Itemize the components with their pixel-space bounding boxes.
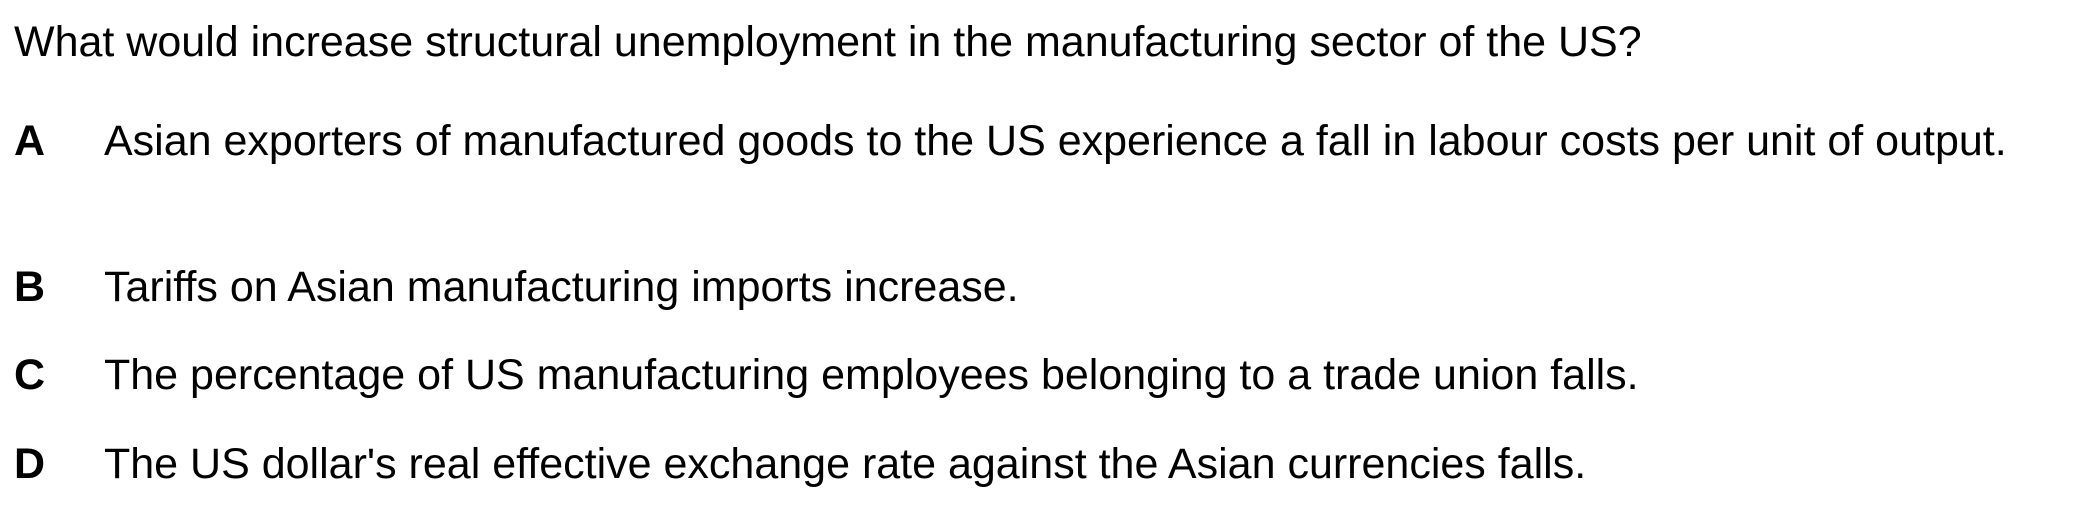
option-b: B Tariffs on Asian manufacturing imports… xyxy=(14,259,2084,315)
option-text: The percentage of US manufacturing emplo… xyxy=(104,351,1639,399)
option-text: The US dollar's real effective exchange … xyxy=(104,440,1587,488)
option-letter: B xyxy=(14,263,46,311)
option-letter: D xyxy=(14,440,46,488)
option-text: Tariffs on Asian manufacturing imports i… xyxy=(104,263,1019,311)
option-text: Asian exporters of manufactured goods to… xyxy=(104,117,2007,165)
option-a: A Asian exporters of manufactured goods … xyxy=(14,113,2084,169)
option-c: C The percentage of US manufacturing emp… xyxy=(14,347,2084,403)
option-d: D The US dollar's real effective exchang… xyxy=(14,436,2084,492)
option-letter: A xyxy=(14,117,46,165)
question-text: What would increase structural unemploym… xyxy=(14,18,1642,66)
option-letter: C xyxy=(14,351,46,399)
